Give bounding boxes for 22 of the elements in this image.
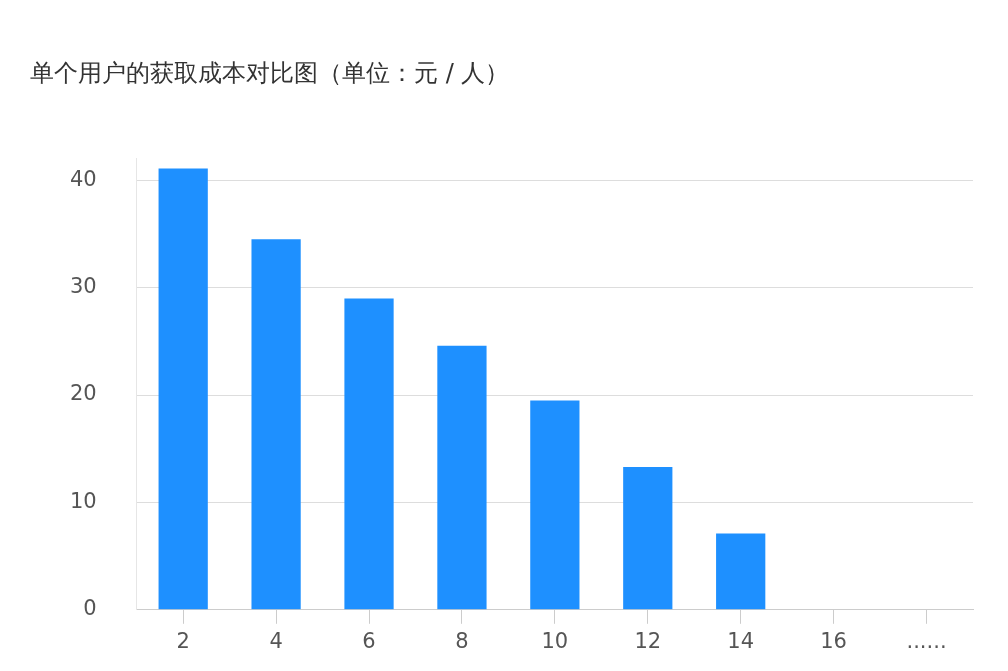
y-tick-label: 10 <box>69 488 97 513</box>
bar <box>158 168 208 610</box>
chart-title: 单个用户的获取成本对比图（单位：元 / 人） <box>30 58 510 87</box>
x-tick-label: 6 <box>362 628 376 653</box>
x-tick-label: 14 <box>727 628 755 653</box>
x-tick-label: 4 <box>269 628 283 653</box>
y-tick-label: 0 <box>83 596 97 621</box>
y-tick-label: 30 <box>69 274 97 299</box>
x-tick-label: 2 <box>176 628 190 653</box>
y-tick-label: 40 <box>69 166 97 191</box>
x-tick-label: 10 <box>541 628 569 653</box>
x-tick-label: 16 <box>820 628 847 653</box>
y-tick-label: 20 <box>69 381 97 406</box>
bar <box>251 239 301 610</box>
x-tick-label: 8 <box>455 628 469 653</box>
bar <box>623 466 673 610</box>
bar <box>344 298 394 610</box>
x-tick-label: ...... <box>906 628 947 653</box>
bar <box>716 533 766 610</box>
bar <box>437 345 487 610</box>
x-tick-label: 12 <box>634 628 662 653</box>
bar <box>530 400 580 610</box>
